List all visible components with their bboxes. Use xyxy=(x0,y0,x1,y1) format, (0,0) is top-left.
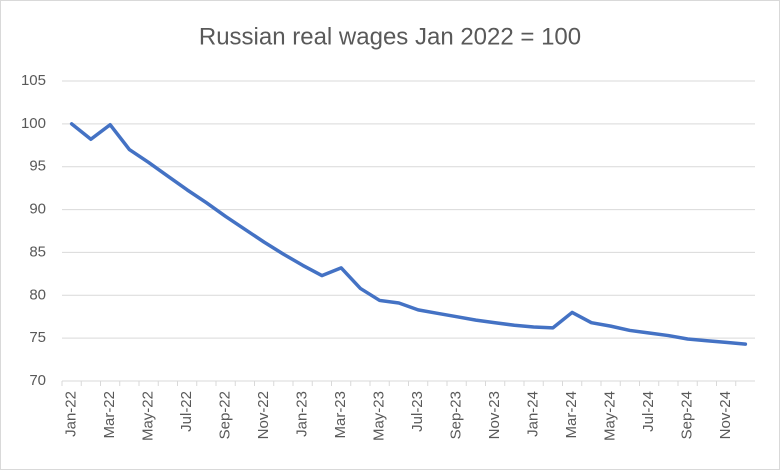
x-tick-label: Jul-22 xyxy=(178,391,195,432)
y-tick-label: 105 xyxy=(21,72,46,89)
chart-title: Russian real wages Jan 2022 = 100 xyxy=(199,23,581,50)
x-tick-label: Nov-22 xyxy=(255,391,272,439)
x-tick-label: Jan-23 xyxy=(294,391,311,437)
y-tick-label: 90 xyxy=(29,201,46,218)
x-tick-label: Mar-24 xyxy=(563,391,580,439)
x-tick-label: Jan-24 xyxy=(525,391,542,437)
x-tick-label: May-24 xyxy=(602,391,619,441)
y-tick-label: 100 xyxy=(21,115,46,132)
y-tick-label: 75 xyxy=(29,329,46,346)
y-tick-label: 80 xyxy=(29,286,46,303)
x-tick-label: Nov-24 xyxy=(717,391,734,439)
x-tick-label: Sep-22 xyxy=(217,391,234,439)
x-tick-label: Sep-24 xyxy=(679,391,696,439)
x-tick-label: Mar-22 xyxy=(101,391,118,439)
x-tick-label: Nov-23 xyxy=(486,391,503,439)
y-tick-label: 85 xyxy=(29,243,46,260)
x-tick-label: May-23 xyxy=(371,391,388,441)
x-tick-label: Jan-22 xyxy=(63,391,80,437)
x-tick-label: Mar-23 xyxy=(332,391,349,439)
x-tick-label: May-22 xyxy=(140,391,157,441)
x-tick-label: Jul-23 xyxy=(409,391,426,432)
y-tick-label: 70 xyxy=(29,372,46,389)
x-tick-label: Jul-24 xyxy=(640,391,657,432)
data-line xyxy=(69,122,748,346)
y-tick-label: 95 xyxy=(29,158,46,175)
x-tick-label: Sep-23 xyxy=(448,391,465,439)
